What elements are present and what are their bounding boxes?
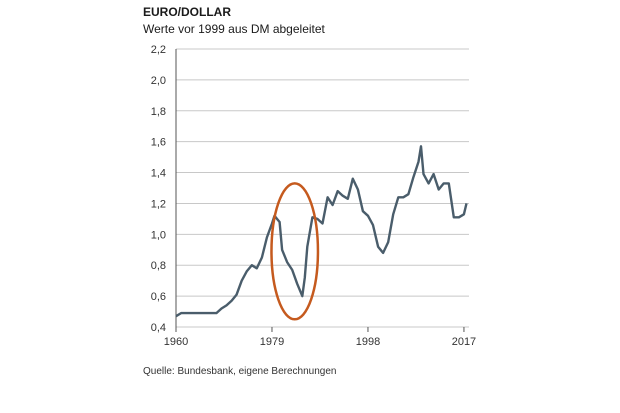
series-line [175,145,468,318]
chart-title: EURO/DOLLAR [143,5,231,19]
x-tick-label: 1979 [260,336,284,348]
y-tick-label: 2,2 [151,44,166,56]
x-tick-label: 1960 [164,336,188,348]
y-tick-label: 1,2 [151,198,166,210]
y-tick-label: 1,6 [151,137,166,149]
y-tick-label: 2,0 [151,75,166,87]
y-axis: 0,4 0,6 0,8 1,0 1,2 1,4 1,6 1,8 2,0 2,2 [151,44,166,334]
grid [175,48,469,328]
chart-subtitle: Werte vor 1999 aus DM abgeleitet [143,22,326,36]
x-axis: 1960 1979 1998 2017 [164,327,476,348]
y-tick-label: 1,0 [151,229,166,241]
highlight-ellipse [270,182,320,321]
series [175,145,468,318]
y-tick-label: 1,4 [151,168,166,180]
y-tick-label: 0,4 [151,322,166,334]
x-tick-label: 2017 [452,336,476,348]
y-tick-label: 1,8 [151,106,166,118]
annotations [270,182,320,321]
chart-source: Quelle: Bundesbank, eigene Berechnungen [143,366,336,377]
y-tick-label: 0,8 [151,260,166,272]
y-tick-label: 0,6 [151,291,166,303]
x-tick-label: 1998 [356,336,380,348]
